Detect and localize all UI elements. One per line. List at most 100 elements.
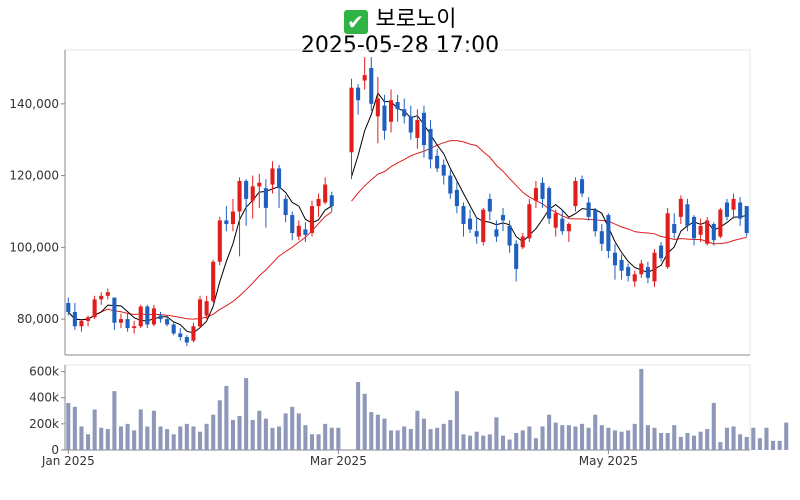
candle-body [645,267,650,278]
x-tick-label: Jan 2025 [41,454,95,468]
volume-bar [612,430,618,450]
candle-body [612,252,618,266]
candle-body [481,209,486,242]
volume-bar [580,423,585,450]
volume-bar [500,435,506,450]
volume-bar [751,427,756,450]
candle-body [145,306,150,325]
volume-bar [593,414,598,450]
volume-bar [118,426,124,450]
chart-title-line: ✔ 보로노이 [0,1,800,34]
candle-body [362,75,367,81]
volume-bar [441,423,446,450]
volume-bar [224,385,229,450]
volume-bar [764,427,769,450]
candle [263,179,268,228]
volume-bar [309,434,315,450]
volume-bar [573,426,578,450]
volume-bar [645,425,650,450]
check-mark-icon: ✔ [343,10,368,34]
volume-bar [375,414,380,450]
candle [72,302,77,330]
candle [593,207,598,237]
volume-bar [599,425,604,450]
candle [191,322,196,343]
candle [639,259,644,278]
volume-bar [540,426,545,450]
volume-bar [454,391,459,450]
candle [520,233,525,250]
volume-bar [138,409,143,450]
candle [158,311,163,323]
candle [138,304,143,329]
candle [388,89,394,133]
candle-body [402,109,407,117]
volume-bar [533,438,538,450]
volume-bar [388,430,394,450]
candle [560,209,565,235]
volume-bar [257,410,262,450]
stock-name: 보로노이 [375,7,457,32]
candle [540,177,545,208]
candle [652,249,657,287]
volume-y-tick-label: 0 [51,443,59,457]
candle-body [428,128,433,160]
candle-body [672,224,677,233]
volume-bar [316,434,321,450]
volume-bar [507,439,512,450]
candle-body [158,315,163,320]
price-y-tick-label: 120,000 [9,169,59,183]
candle-body [533,188,538,201]
candle-body [593,209,598,232]
candle-body [738,202,743,219]
candle-body [744,206,749,233]
volume-bar [428,429,433,450]
candle-body [599,231,604,244]
candle [448,170,453,199]
candle-body [217,220,222,262]
volume-bar [362,393,367,450]
volume-bar [356,382,361,450]
volume-bar [244,378,249,450]
candle-body [731,198,736,210]
volume-bar [250,419,255,450]
candle [244,179,249,226]
candle-body [270,168,275,185]
candle [165,315,170,327]
volume-bar [520,430,525,450]
candle-body [356,87,361,101]
candle [514,240,519,282]
candle-body [296,225,301,237]
candle-body [263,188,268,208]
candle-body [659,245,664,259]
candle-body [573,180,578,207]
candle-body [66,302,71,312]
volume-bar [408,429,413,450]
candle [408,105,413,140]
candle [178,328,183,341]
candle [744,206,749,237]
candle-body [316,198,321,207]
volume-bar [230,419,235,450]
volume-bar [165,429,170,450]
volume-bar [66,402,71,450]
volume-bar [619,431,624,450]
candle [507,220,512,253]
candle-body [461,206,466,225]
candle [659,241,664,262]
candle [500,207,506,232]
volume-bar [99,427,104,450]
candle [105,288,110,300]
candle-body [112,297,117,323]
candle-body [652,252,657,282]
candle [606,213,611,259]
volume-bar [277,426,282,450]
volume-bar [151,410,156,450]
volume-bar [329,427,334,450]
candle-body [290,215,295,233]
candle-body [606,215,611,251]
candle [86,315,91,327]
candle [454,180,459,214]
candle [586,197,591,221]
candle-body [711,224,716,241]
